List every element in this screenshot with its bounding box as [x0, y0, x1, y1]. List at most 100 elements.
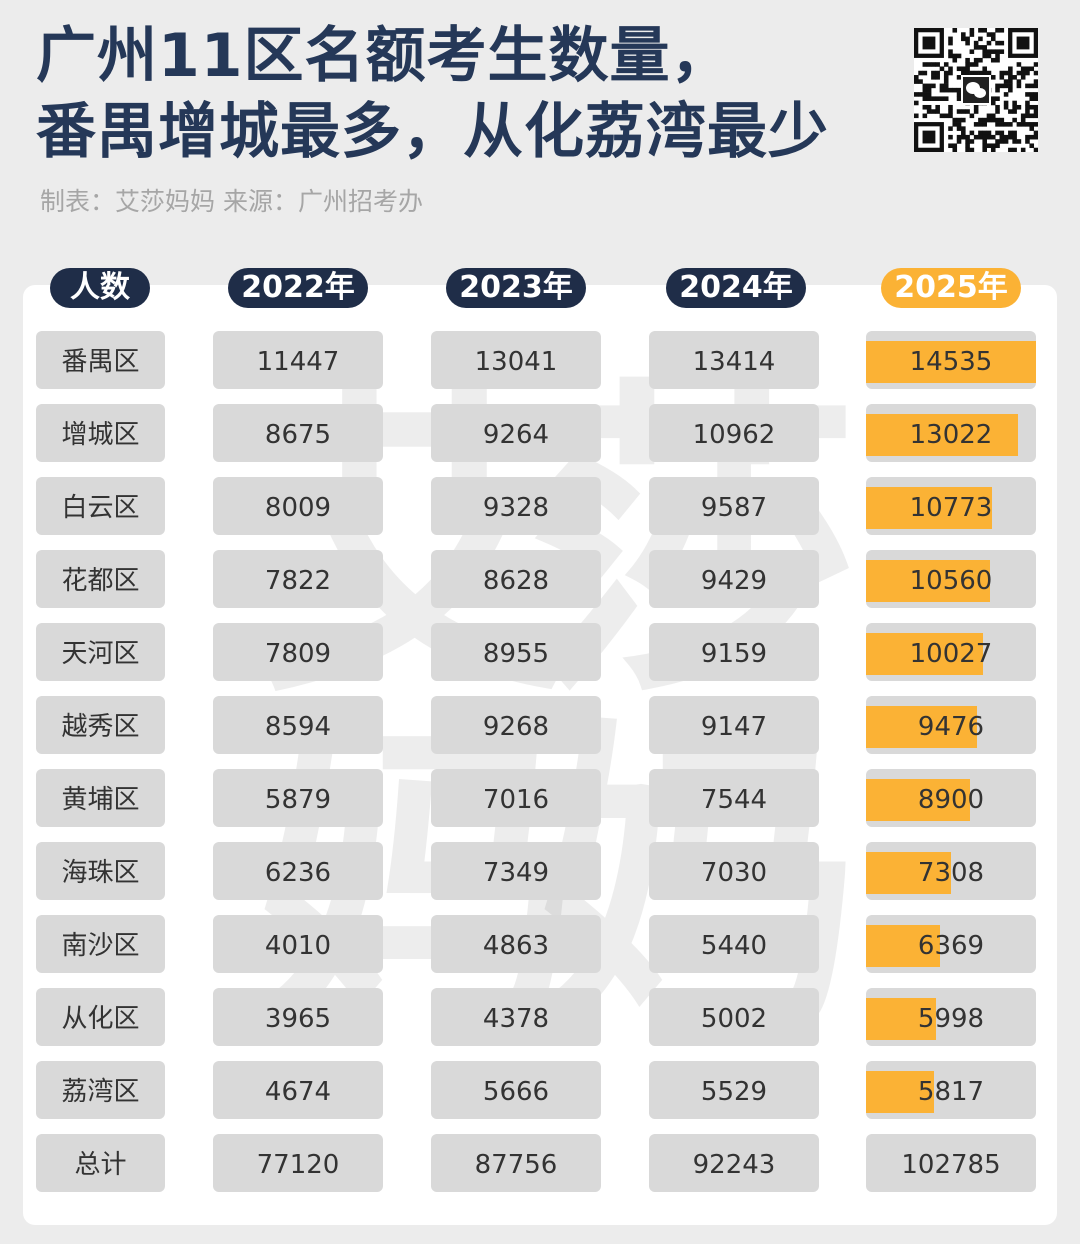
value-label: 10560 — [909, 566, 993, 596]
qr-module — [969, 62, 975, 67]
qr-module — [952, 53, 958, 59]
qr-module — [982, 70, 987, 76]
qr-module — [990, 75, 996, 80]
qr-module — [1029, 122, 1035, 127]
qr-module — [1033, 79, 1038, 84]
qr-module — [952, 117, 958, 123]
qr-module — [1020, 117, 1026, 123]
qr-module — [978, 70, 983, 76]
value-cell: 5817 — [866, 1061, 1036, 1119]
qr-module — [1008, 109, 1013, 114]
qr-module — [943, 75, 949, 80]
value-cell: 9268 — [431, 696, 601, 754]
qr-module — [1003, 122, 1009, 127]
value-label: 9268 — [482, 712, 550, 742]
qr-module — [926, 92, 932, 97]
district-cell: 天河区 — [36, 623, 165, 681]
qr-module — [1012, 117, 1017, 123]
qr-module — [961, 32, 966, 37]
qr-module — [948, 53, 953, 59]
qr-module — [986, 49, 992, 54]
value-cell: 10027 — [866, 623, 1036, 681]
value-label: 9264 — [482, 420, 550, 450]
qr-module — [982, 122, 987, 127]
page-title: 广州11区名额考生数量， 番禺增城最多，从化荔湾最少 — [36, 18, 896, 170]
value-label: 8628 — [482, 566, 550, 596]
value-label: 8955 — [482, 639, 550, 669]
qr-module — [1025, 104, 1030, 110]
qr-module — [982, 28, 987, 33]
qr-module — [943, 96, 949, 101]
qr-module — [1016, 104, 1022, 110]
qr-module — [990, 57, 996, 63]
qr-module — [973, 109, 979, 114]
value-cell: 14535 — [866, 331, 1036, 389]
qr-module — [1025, 100, 1030, 106]
qr-module — [1029, 96, 1035, 101]
value-cell: 9328 — [431, 477, 601, 535]
qr-module — [986, 53, 992, 59]
qr-module — [986, 70, 992, 76]
qr-module — [922, 70, 928, 76]
column-header: 2023年 — [446, 268, 586, 308]
qr-module — [1008, 66, 1013, 72]
qr-module — [1029, 104, 1035, 110]
qr-module — [918, 79, 923, 84]
qr-module — [995, 57, 1000, 63]
qr-module — [922, 113, 928, 119]
qr-module — [986, 113, 992, 119]
qr-module — [1008, 147, 1013, 152]
qr-module — [982, 139, 987, 144]
value-label: 6236 — [264, 858, 332, 888]
qr-module — [1033, 92, 1038, 97]
qr-module — [965, 57, 970, 63]
qr-module — [948, 126, 953, 131]
total-label-cell: 总计 — [36, 1134, 165, 1192]
value-cell: 5998 — [866, 988, 1036, 1046]
value-label: 4010 — [264, 931, 332, 961]
qr-module — [943, 83, 949, 89]
value-bar — [866, 633, 983, 675]
qr-module — [995, 117, 1000, 123]
qr-module — [1029, 113, 1035, 119]
qr-module — [973, 57, 979, 63]
qr-module — [956, 109, 962, 114]
qr-module — [999, 70, 1005, 76]
qr-module — [973, 45, 979, 50]
qr-module — [961, 130, 966, 136]
value-label: 4674 — [264, 1077, 332, 1107]
qr-module — [926, 96, 932, 101]
value-cell: 7016 — [431, 769, 601, 827]
value-label: 7809 — [264, 639, 332, 669]
value-cell: 4863 — [431, 915, 601, 973]
value-label: 4378 — [482, 1004, 550, 1034]
qr-module — [1016, 83, 1022, 89]
value-cell: 5666 — [431, 1061, 601, 1119]
qr-module — [948, 87, 953, 93]
value-bar — [866, 998, 936, 1040]
qr-module — [965, 109, 970, 114]
qr-module — [1033, 134, 1038, 140]
qr-module — [990, 49, 996, 54]
qr-module — [961, 70, 966, 76]
value-bar — [866, 706, 977, 748]
qr-module — [1033, 147, 1038, 152]
value-label: 11447 — [256, 347, 340, 377]
value-bar — [866, 925, 940, 967]
qr-module — [982, 45, 987, 50]
district-cell: 番禺区 — [36, 331, 165, 389]
qr-module — [1025, 134, 1030, 140]
value-label: 14535 — [909, 347, 993, 377]
qr-module — [1003, 83, 1009, 89]
qr-module — [948, 40, 953, 46]
qr-module — [986, 32, 992, 37]
district-label: 海珠区 — [61, 858, 140, 888]
qr-module — [1033, 109, 1038, 114]
wechat-qr-icon[interactable] — [914, 28, 1038, 152]
value-cell: 13041 — [431, 331, 601, 389]
qr-module — [961, 36, 966, 42]
value-cell: 6369 — [866, 915, 1036, 973]
value-label: 8594 — [264, 712, 332, 742]
qr-module — [990, 117, 996, 123]
value-label: 5879 — [264, 785, 332, 815]
